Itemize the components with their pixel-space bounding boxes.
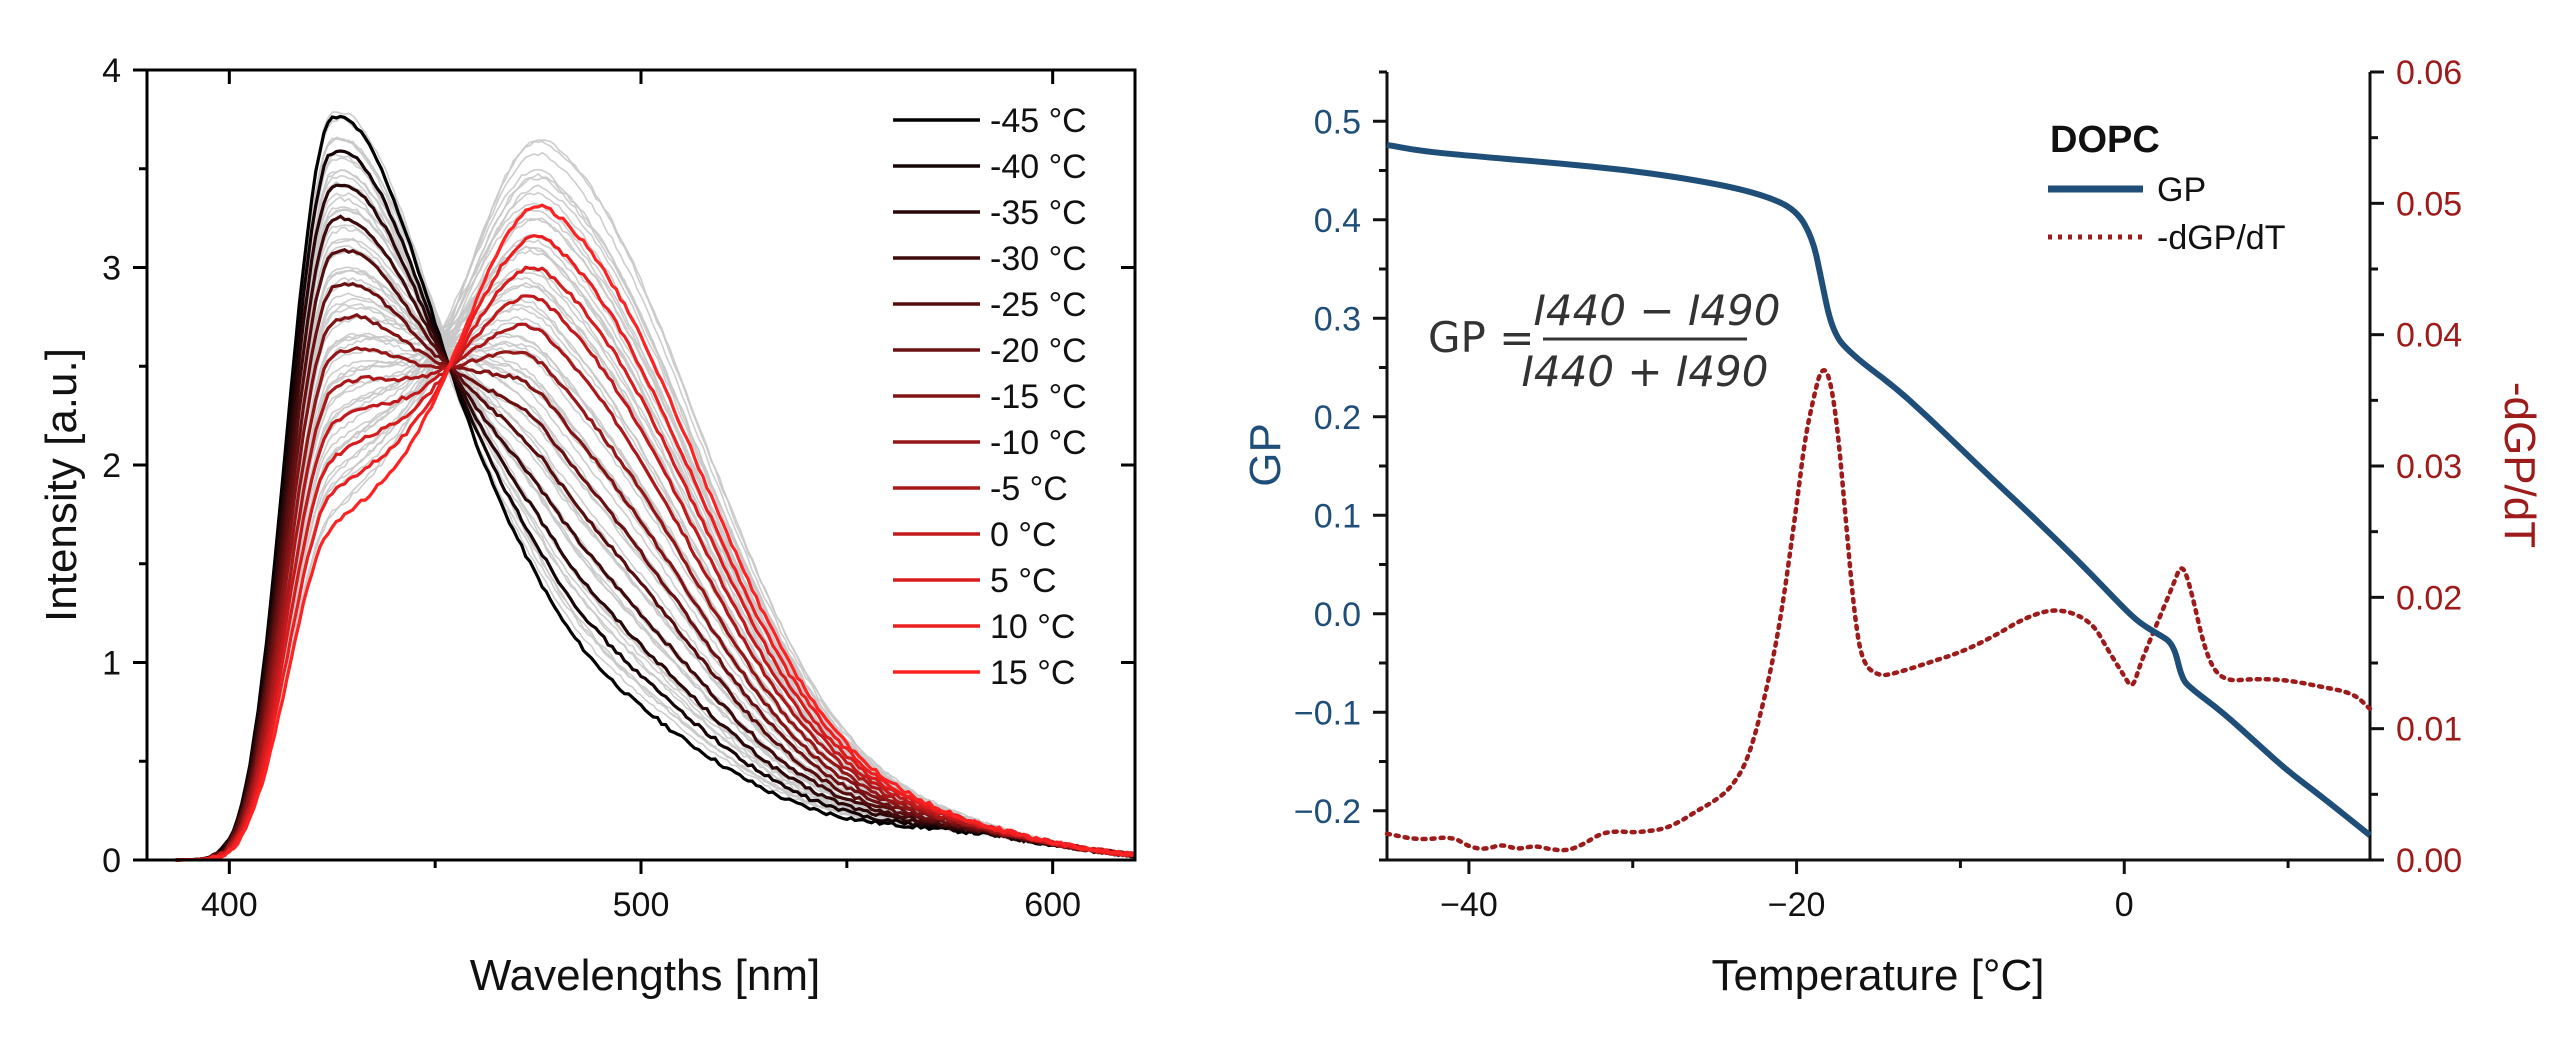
formula-lhs: GP =: [1428, 313, 1534, 362]
x-axis-title-temperature: Temperature [°C]: [1711, 951, 2044, 1000]
y2-axis-title-dgp: -dGP/dT: [2495, 382, 2544, 548]
y2-tick-label: 0.04: [2396, 317, 2462, 355]
y2-tick-label: 0.02: [2396, 579, 2462, 617]
gp-series-lines: [1384, 141, 2373, 853]
legend-label: 0 °C: [990, 516, 1057, 554]
x-tick-label: 400: [201, 886, 258, 924]
y-tick-label: 0.5: [1314, 103, 1361, 141]
gp-ticks: −40 −20 0 0.5 0.4 0.3 0.2 0.1 0.0 −0.1 −0.2 0.06 0.0…: [1294, 54, 2462, 924]
y-axis-title-gp: GP: [1241, 423, 1290, 487]
x-axis-title: Wavelengths [nm]: [470, 951, 821, 1000]
formula-denominator: I440 + I490: [1522, 347, 1769, 396]
y-tick-label: 3: [102, 250, 121, 288]
y2-tick-label: 0.03: [2396, 448, 2462, 486]
y2-tick-label: 0.01: [2396, 711, 2462, 749]
legend-label: -40 °C: [990, 148, 1087, 186]
gp-line: [1386, 141, 2372, 838]
legend-title: DOPC: [2050, 119, 2160, 161]
legend-label-dgp: -dGP/dT: [2157, 219, 2285, 257]
legend-label: -5 °C: [990, 470, 1068, 508]
y-tick-label: 2: [102, 447, 121, 485]
y-tick-label: −0.2: [1294, 793, 1361, 831]
x-tick-label: −40: [1440, 886, 1498, 924]
y-tick-label: 1: [102, 645, 121, 683]
legend-label: -45 °C: [990, 102, 1087, 140]
gp-axes: [1385, 72, 2372, 862]
legend-label: -10 °C: [990, 424, 1087, 462]
y-tick-label: 0.3: [1314, 300, 1361, 338]
legend-label: -20 °C: [990, 332, 1087, 370]
x-tick-label: 0: [2115, 886, 2134, 924]
legend-label: -30 °C: [990, 240, 1087, 278]
formula-numerator: I440 − I490: [1534, 286, 1781, 335]
spectra-legend: -45 °C -40 °C -35 °C -30 °C -25 °C -20 °C -15 …: [893, 102, 1087, 692]
y2-tick-label: 0.05: [2396, 185, 2462, 223]
spectrum-line: [175, 114, 1136, 862]
y-tick-label: 4: [102, 52, 121, 90]
y-tick-label: −0.1: [1294, 694, 1361, 732]
y2-tick-label: 0.00: [2396, 842, 2462, 880]
y-tick-label: 0.0: [1314, 596, 1361, 634]
legend-label: -15 °C: [990, 378, 1087, 416]
gp-formula-annotation: GP = I440 − I490 I440 + I490: [1428, 286, 1781, 396]
x-tick-label: −20: [1768, 886, 1826, 924]
legend-label-gp: GP: [2157, 171, 2206, 209]
gp-legend: DOPC GP -dGP/dT: [2048, 119, 2285, 257]
spectra-series-lines: [175, 114, 1136, 862]
x-tick-label: 600: [1024, 886, 1081, 924]
y2-tick-label: 0.06: [2396, 54, 2462, 92]
y-axis-title: Intensity [a.u.]: [37, 348, 86, 622]
gp-chart: −40 −20 0 0.5 0.4 0.3 0.2 0.1 0.0 −0.1 −0.2 0.06 0.0…: [1241, 54, 2544, 1000]
y-tick-label: 0.1: [1314, 497, 1361, 535]
y-tick-label: 0.2: [1314, 399, 1361, 437]
legend-label: 10 °C: [990, 608, 1075, 646]
legend-label: 5 °C: [990, 562, 1057, 600]
legend-label: 15 °C: [990, 654, 1075, 692]
y-tick-label: 0: [102, 842, 121, 880]
legend-label: -25 °C: [990, 286, 1087, 324]
x-tick-label: 500: [613, 886, 670, 924]
spectrum-line: [175, 265, 1136, 862]
spectrum-line: [175, 312, 1136, 862]
y-tick-label: 0.4: [1314, 202, 1361, 240]
spectrum-line: [175, 203, 1136, 862]
spectra-ticks: 400 500 600 0 1 2 3 4: [102, 52, 1135, 924]
spectra-chart: 400 500 600 0 1 2 3 4 Wavelengths [nm] Intensit…: [37, 52, 1137, 1000]
legend-label: -35 °C: [990, 194, 1087, 232]
spectrum-line: [175, 247, 1136, 862]
dgp-dt-line: [1384, 368, 2373, 853]
